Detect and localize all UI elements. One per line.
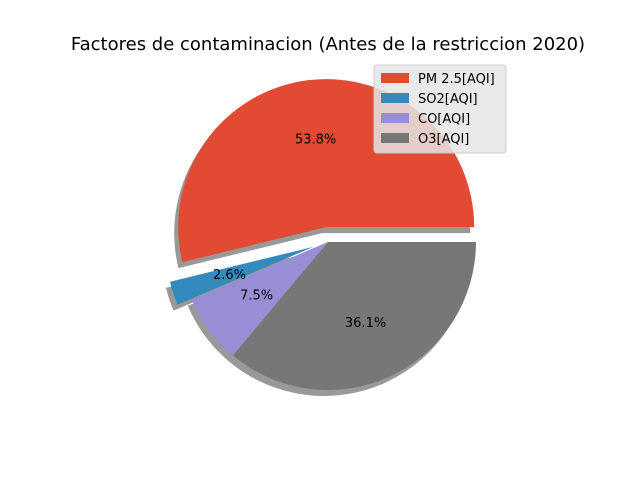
pie-slice-3 [191, 242, 328, 356]
legend-swatch [381, 93, 409, 103]
legend-swatch [381, 133, 409, 143]
pie-value-label: 53.8% [295, 132, 336, 147]
pie-slice-4 [232, 242, 476, 391]
legend-box [373, 64, 507, 154]
legend-swatch [381, 113, 409, 123]
legend-entry: CO[AQI] [418, 112, 470, 127]
pie-value-labels: 53.8% 2.6% 7.5% 36.1% [213, 132, 386, 331]
pie-slice-2 [169, 246, 314, 305]
legend-entry: PM 2.5[AQI] [418, 72, 495, 87]
chart-title: Factores de contaminacion (Antes de la r… [71, 34, 585, 55]
legend-entry: SO2[AQI] [418, 92, 478, 107]
legend: PM 2.5[AQI] SO2[AQI] CO[AQI] O3[AQI] [373, 64, 507, 154]
legend-entry: O3[AQI] [418, 132, 469, 147]
pie-value-label: 2.6% [213, 268, 246, 283]
legend-swatch [381, 73, 409, 83]
pie-value-label: 7.5% [240, 288, 273, 303]
pie-value-label: 36.1% [345, 316, 386, 331]
